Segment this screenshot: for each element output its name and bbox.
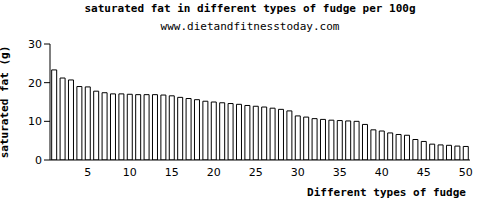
svg-text:saturated fat (g): saturated fat (g) bbox=[8, 46, 11, 159]
svg-text:10: 10 bbox=[123, 166, 137, 179]
svg-text:20: 20 bbox=[28, 77, 42, 90]
html-text:saturated fat in different typ: saturated fat in different types of fudg… bbox=[84, 2, 416, 15]
svg-text:5: 5 bbox=[84, 166, 91, 179]
svg-text:35: 35 bbox=[333, 166, 347, 179]
svg-text:10: 10 bbox=[28, 115, 42, 128]
svg-text:15: 15 bbox=[165, 166, 179, 179]
svg-text:0: 0 bbox=[35, 154, 42, 167]
svg-text:30: 30 bbox=[291, 166, 305, 179]
svg-text:20: 20 bbox=[207, 166, 221, 179]
svg-text:50: 50 bbox=[459, 166, 473, 179]
svg-text:45: 45 bbox=[417, 166, 431, 179]
svg-text:30: 30 bbox=[28, 38, 42, 51]
svg-text:25: 25 bbox=[249, 166, 263, 179]
svg-text:Different types of fudge: Different types of fudge bbox=[307, 186, 466, 199]
html-text:www.dietandfitnesstoday.com: www.dietandfitnesstoday.com bbox=[160, 20, 340, 33]
svg-text:40: 40 bbox=[375, 166, 389, 179]
